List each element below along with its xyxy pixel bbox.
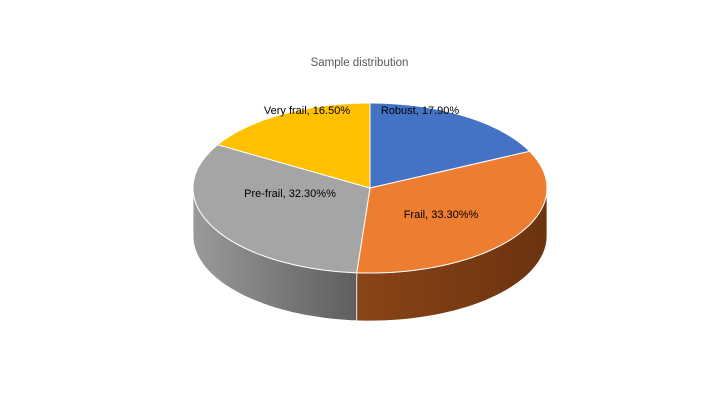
data-label-very-frail: Very frail, 16.50% <box>264 105 350 117</box>
data-label-frail: Frail, 33.30%% <box>404 209 479 221</box>
chart-title: Sample distribution <box>310 57 409 69</box>
slice-frail <box>356 150 548 274</box>
data-label-pre-frail: Pre-frail, 32.30%% <box>244 188 336 200</box>
slice-pre-frail <box>192 144 371 274</box>
data-label-robust: Robust, 17.90% <box>381 105 459 117</box>
slice-robust <box>369 102 531 189</box>
slice-very-frail <box>216 102 371 189</box>
